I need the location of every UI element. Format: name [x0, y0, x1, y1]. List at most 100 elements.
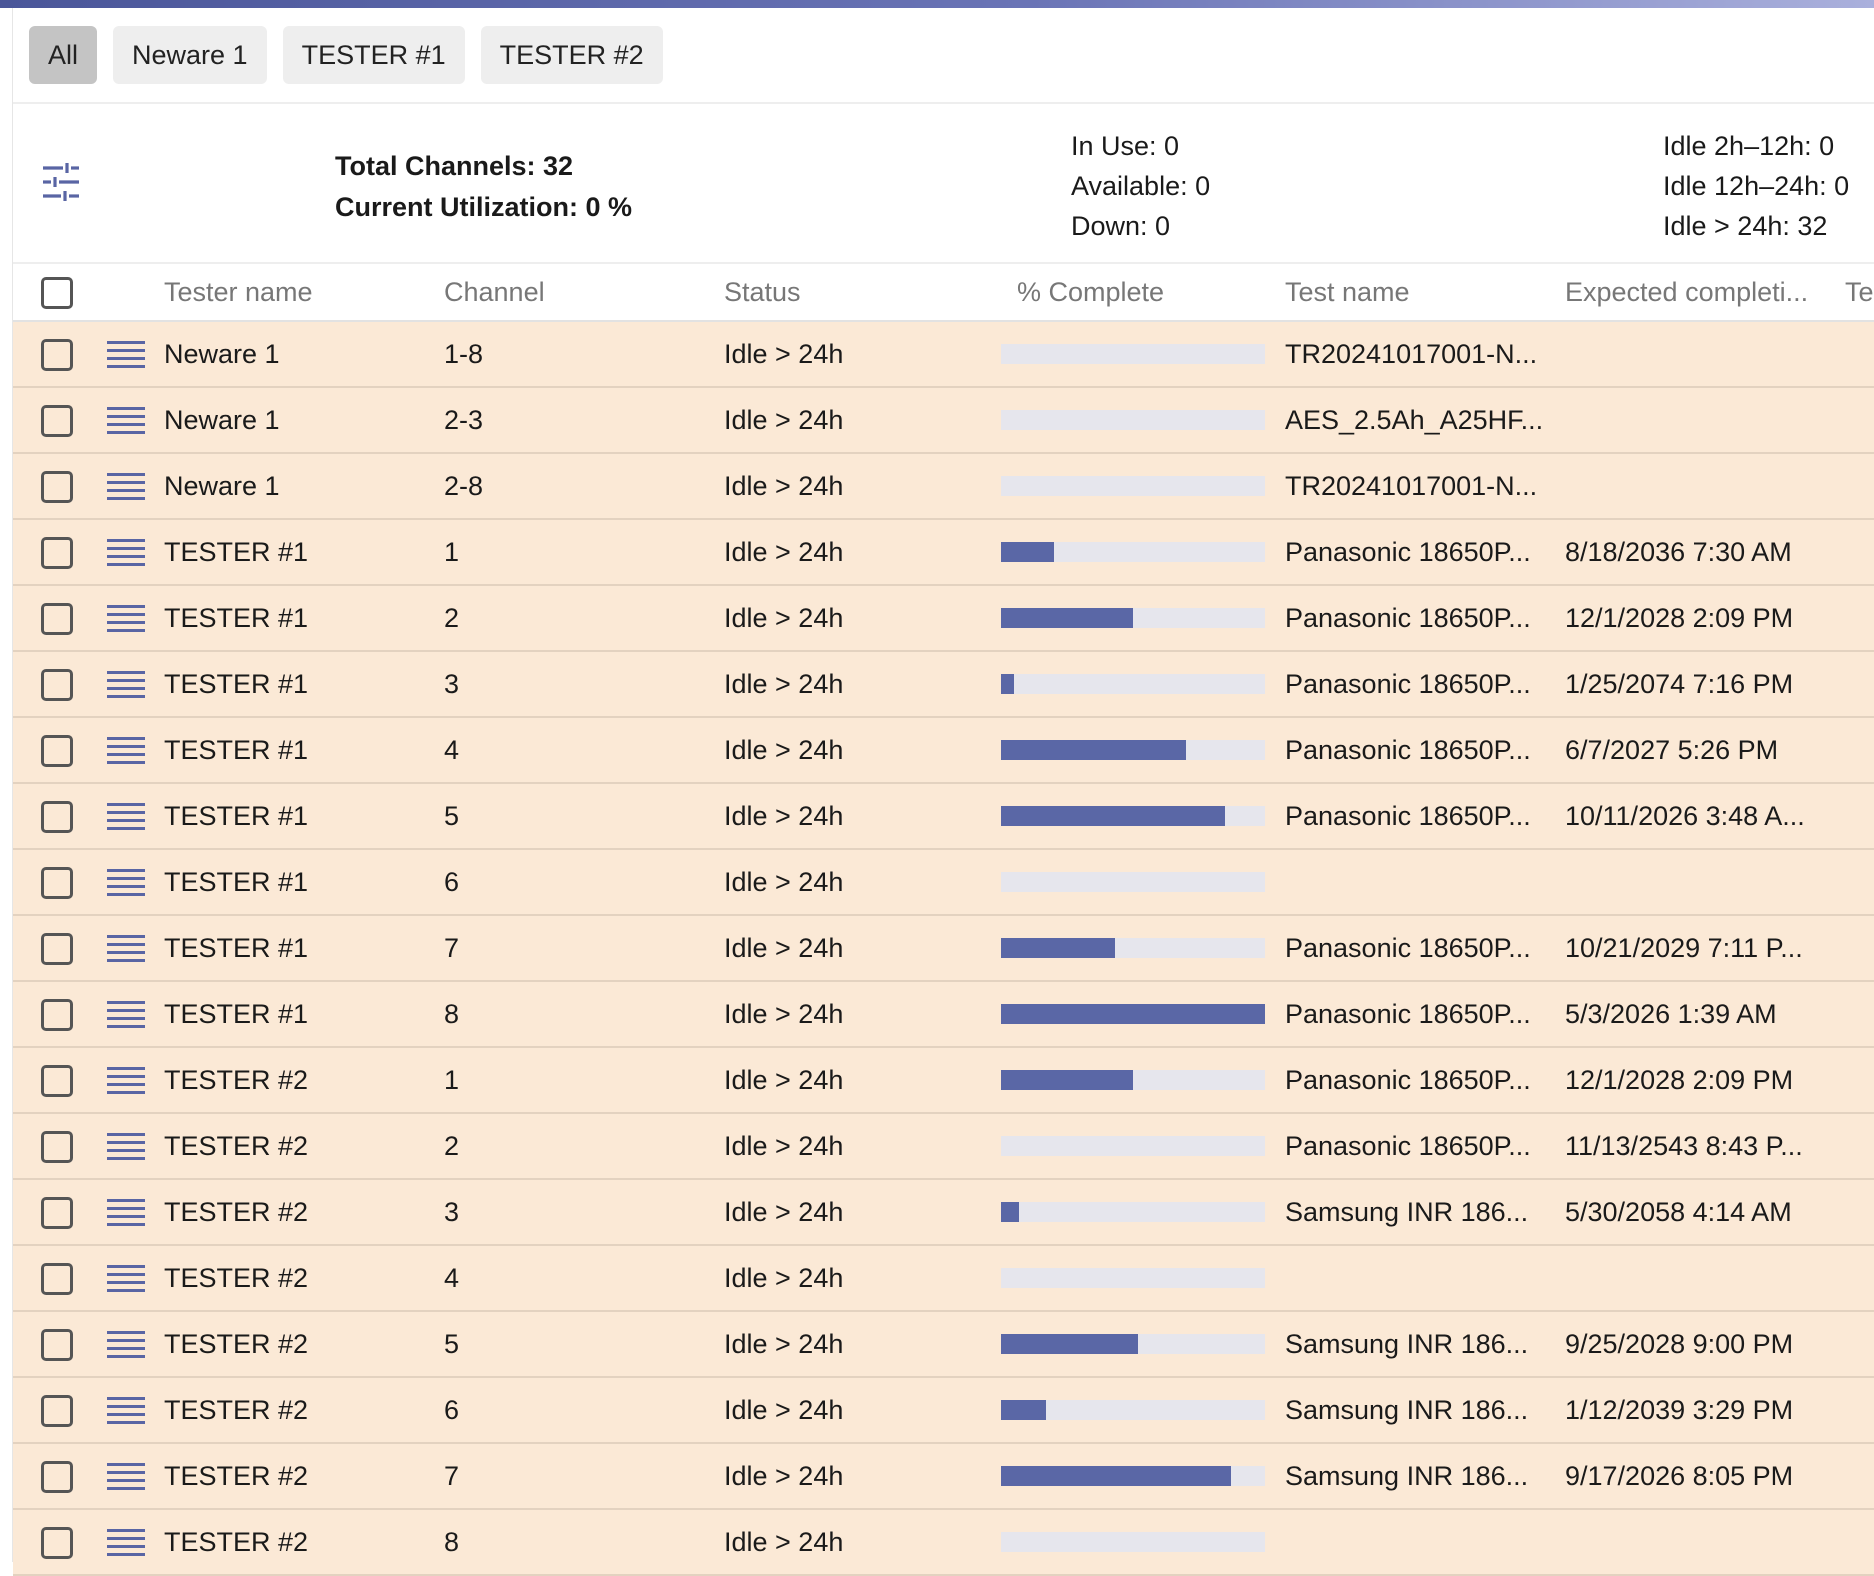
row-checkbox[interactable]	[41, 867, 73, 899]
row-menu-cell[interactable]	[97, 322, 155, 386]
row-checkbox[interactable]	[41, 1329, 73, 1361]
row-checkbox[interactable]	[41, 999, 73, 1031]
row-select-cell[interactable]	[29, 520, 87, 584]
table-row[interactable]: Neware 1 2-3 Idle > 24h AES_2.5Ah_A25HF...	[13, 388, 1874, 454]
tab-all[interactable]: All	[29, 26, 98, 84]
row-select-cell[interactable]	[29, 1114, 87, 1178]
row-menu-cell[interactable]	[97, 1114, 155, 1178]
row-checkbox[interactable]	[41, 801, 73, 833]
row-menu-cell[interactable]	[97, 388, 155, 452]
row-select-cell[interactable]	[29, 850, 87, 914]
drag-menu-icon[interactable]	[107, 539, 145, 566]
drag-menu-icon[interactable]	[107, 1463, 145, 1490]
row-checkbox[interactable]	[41, 603, 73, 635]
table-row[interactable]: Neware 1 2-8 Idle > 24h TR20241017001-N...	[13, 454, 1874, 520]
row-menu-cell[interactable]	[97, 454, 155, 518]
row-menu-cell[interactable]	[97, 784, 155, 848]
drag-menu-icon[interactable]	[107, 869, 145, 896]
table-row[interactable]: Neware 1 1-8 Idle > 24h TR20241017001-N...	[13, 322, 1874, 388]
drag-menu-icon[interactable]	[107, 605, 145, 632]
column-header-channel[interactable]: Channel	[444, 277, 545, 307]
row-checkbox[interactable]	[41, 933, 73, 965]
row-checkbox[interactable]	[41, 735, 73, 767]
row-checkbox[interactable]	[41, 669, 73, 701]
table-row[interactable]: TESTER #2 3 Idle > 24h Samsung INR 186... 5/…	[13, 1180, 1874, 1246]
table-row[interactable]: TESTER #1 5 Idle > 24h Panasonic 18650P... 1…	[13, 784, 1874, 850]
row-select-cell[interactable]	[29, 1246, 87, 1310]
row-select-cell[interactable]	[29, 718, 87, 782]
drag-menu-icon[interactable]	[107, 935, 145, 962]
column-header-test-name[interactable]: Test name	[1285, 277, 1410, 307]
row-select-cell[interactable]	[29, 1180, 87, 1244]
row-menu-cell[interactable]	[97, 586, 155, 650]
tab-neware-1[interactable]: Neware 1	[113, 26, 267, 84]
row-select-cell[interactable]	[29, 652, 87, 716]
tab-tester-2[interactable]: TESTER #2	[480, 26, 663, 84]
table-row[interactable]: TESTER #2 5 Idle > 24h Samsung INR 186... 9/…	[13, 1312, 1874, 1378]
column-header-tester-name[interactable]: Tester name	[164, 277, 313, 307]
row-menu-cell[interactable]	[97, 1246, 155, 1310]
row-menu-cell[interactable]	[97, 1444, 155, 1508]
row-menu-cell[interactable]	[97, 1048, 155, 1112]
row-select-cell[interactable]	[29, 454, 87, 518]
row-menu-cell[interactable]	[97, 1510, 155, 1574]
drag-menu-icon[interactable]	[107, 1199, 145, 1226]
row-menu-cell[interactable]	[97, 916, 155, 980]
row-checkbox[interactable]	[41, 339, 73, 371]
table-row[interactable]: TESTER #2 4 Idle > 24h	[13, 1246, 1874, 1312]
row-select-cell[interactable]	[29, 982, 87, 1046]
drag-menu-icon[interactable]	[107, 1331, 145, 1358]
table-row[interactable]: TESTER #1 7 Idle > 24h Panasonic 18650P... 1…	[13, 916, 1874, 982]
row-select-cell[interactable]	[29, 1378, 87, 1442]
row-menu-cell[interactable]	[97, 652, 155, 716]
drag-menu-icon[interactable]	[107, 407, 145, 434]
row-select-cell[interactable]	[29, 388, 87, 452]
table-row[interactable]: TESTER #2 1 Idle > 24h Panasonic 18650P... 1…	[13, 1048, 1874, 1114]
table-row[interactable]: TESTER #1 8 Idle > 24h Panasonic 18650P... 5…	[13, 982, 1874, 1048]
table-row[interactable]: TESTER #2 6 Idle > 24h Samsung INR 186... 1/…	[13, 1378, 1874, 1444]
drag-menu-icon[interactable]	[107, 671, 145, 698]
select-all-checkbox[interactable]	[41, 277, 73, 309]
row-menu-cell[interactable]	[97, 1378, 155, 1442]
row-select-cell[interactable]	[29, 586, 87, 650]
column-header-truncated[interactable]: Te	[1845, 277, 1874, 307]
row-checkbox[interactable]	[41, 1461, 73, 1493]
table-row[interactable]: TESTER #1 6 Idle > 24h	[13, 850, 1874, 916]
drag-menu-icon[interactable]	[107, 1265, 145, 1292]
row-menu-cell[interactable]	[97, 1312, 155, 1376]
row-select-cell[interactable]	[29, 784, 87, 848]
drag-menu-icon[interactable]	[107, 737, 145, 764]
drag-menu-icon[interactable]	[107, 341, 145, 368]
row-select-cell[interactable]	[29, 1444, 87, 1508]
row-checkbox[interactable]	[41, 405, 73, 437]
row-menu-cell[interactable]	[97, 718, 155, 782]
row-checkbox[interactable]	[41, 1197, 73, 1229]
drag-menu-icon[interactable]	[107, 1001, 145, 1028]
table-row[interactable]: TESTER #2 7 Idle > 24h Samsung INR 186... 9/…	[13, 1444, 1874, 1510]
drag-menu-icon[interactable]	[107, 1529, 145, 1556]
table-row[interactable]: TESTER #1 1 Idle > 24h Panasonic 18650P... 8…	[13, 520, 1874, 586]
column-header-expected-completion[interactable]: Expected completi...	[1565, 277, 1809, 307]
drag-menu-icon[interactable]	[107, 1133, 145, 1160]
row-select-cell[interactable]	[29, 1312, 87, 1376]
table-row[interactable]: TESTER #2 2 Idle > 24h Panasonic 18650P... 1…	[13, 1114, 1874, 1180]
row-select-cell[interactable]	[29, 916, 87, 980]
row-select-cell[interactable]	[29, 1048, 87, 1112]
row-select-cell[interactable]	[29, 322, 87, 386]
drag-menu-icon[interactable]	[107, 473, 145, 500]
row-menu-cell[interactable]	[97, 982, 155, 1046]
drag-menu-icon[interactable]	[107, 803, 145, 830]
table-row[interactable]: TESTER #1 2 Idle > 24h Panasonic 18650P... 1…	[13, 586, 1874, 652]
header-select-all[interactable]	[29, 264, 87, 320]
row-checkbox[interactable]	[41, 1263, 73, 1295]
column-header-status[interactable]: Status	[724, 277, 801, 307]
row-checkbox[interactable]	[41, 1395, 73, 1427]
table-row[interactable]: TESTER #1 3 Idle > 24h Panasonic 18650P... 1…	[13, 652, 1874, 718]
tune-sliders-icon[interactable]	[39, 160, 83, 204]
tab-tester-1[interactable]: TESTER #1	[282, 26, 465, 84]
drag-menu-icon[interactable]	[107, 1067, 145, 1094]
drag-menu-icon[interactable]	[107, 1397, 145, 1424]
row-checkbox[interactable]	[41, 1527, 73, 1559]
row-menu-cell[interactable]	[97, 1180, 155, 1244]
row-checkbox[interactable]	[41, 1131, 73, 1163]
